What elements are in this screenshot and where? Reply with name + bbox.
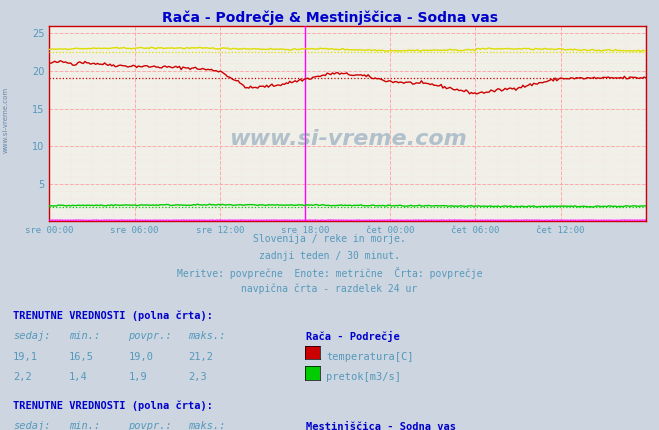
Text: maks.:: maks.: [188, 331, 225, 341]
Text: 2,3: 2,3 [188, 372, 206, 382]
Text: Slovenija / reke in morje.: Slovenija / reke in morje. [253, 234, 406, 244]
Text: 1,9: 1,9 [129, 372, 147, 382]
Text: temperatura[C]: temperatura[C] [326, 352, 414, 362]
Text: 19,1: 19,1 [13, 352, 38, 362]
Text: www.si-vreme.com: www.si-vreme.com [229, 129, 467, 149]
Text: Meritve: povprečne  Enote: metrične  Črta: povprečje: Meritve: povprečne Enote: metrične Črta:… [177, 267, 482, 279]
Text: Rača - Podrečje & Mestinjščica - Sodna vas: Rača - Podrečje & Mestinjščica - Sodna v… [161, 11, 498, 25]
Text: TRENUTNE VREDNOSTI (polna črta):: TRENUTNE VREDNOSTI (polna črta): [13, 310, 213, 321]
Text: min.:: min.: [69, 421, 100, 430]
Text: Rača - Podrečje: Rača - Podrečje [306, 331, 400, 342]
Text: 2,2: 2,2 [13, 372, 32, 382]
Text: sedaj:: sedaj: [13, 421, 51, 430]
Text: 1,4: 1,4 [69, 372, 88, 382]
Text: min.:: min.: [69, 331, 100, 341]
Text: Mestinjščica - Sodna vas: Mestinjščica - Sodna vas [306, 421, 457, 430]
Text: TRENUTNE VREDNOSTI (polna črta):: TRENUTNE VREDNOSTI (polna črta): [13, 400, 213, 411]
Text: maks.:: maks.: [188, 421, 225, 430]
Text: zadnji teden / 30 minut.: zadnji teden / 30 minut. [259, 251, 400, 261]
Text: navpična črta - razdelek 24 ur: navpična črta - razdelek 24 ur [241, 283, 418, 294]
Text: sedaj:: sedaj: [13, 331, 51, 341]
Text: 21,2: 21,2 [188, 352, 213, 362]
Text: 16,5: 16,5 [69, 352, 94, 362]
Text: www.si-vreme.com: www.si-vreme.com [2, 87, 9, 154]
Text: povpr.:: povpr.: [129, 421, 172, 430]
Text: povpr.:: povpr.: [129, 331, 172, 341]
Text: 19,0: 19,0 [129, 352, 154, 362]
Text: pretok[m3/s]: pretok[m3/s] [326, 372, 401, 382]
